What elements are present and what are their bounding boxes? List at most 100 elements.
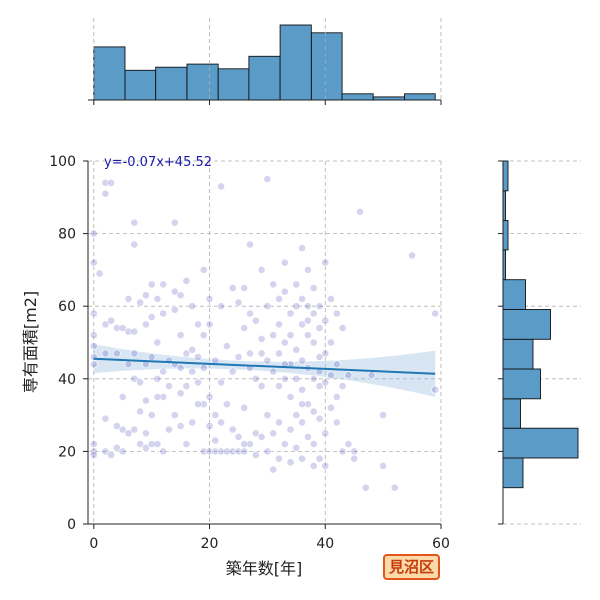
right-histogram-bar bbox=[502, 427, 579, 459]
scatter-point bbox=[338, 382, 347, 390]
x-tick-label: 60 bbox=[432, 536, 450, 552]
scatter-point bbox=[176, 389, 185, 398]
scatter-point bbox=[367, 371, 376, 380]
scatter-point bbox=[431, 385, 440, 394]
scatter-point bbox=[292, 345, 301, 354]
scatter-point bbox=[257, 265, 266, 274]
scatter-points bbox=[89, 175, 440, 492]
scatter-point bbox=[257, 382, 266, 390]
scatter-point bbox=[217, 378, 225, 387]
right-histogram-bar bbox=[502, 457, 524, 489]
scatter-point bbox=[315, 324, 324, 332]
scatter-point bbox=[159, 392, 168, 401]
regression-line bbox=[93, 357, 436, 375]
right-histogram-bar bbox=[502, 160, 509, 192]
scatter-point bbox=[309, 374, 318, 383]
scatter-point bbox=[263, 447, 272, 456]
scatter-point bbox=[275, 349, 283, 358]
scatter-point bbox=[286, 331, 295, 340]
scatter-point bbox=[275, 454, 283, 463]
scatter-point bbox=[298, 454, 306, 463]
scatter-point bbox=[280, 338, 289, 347]
scatter-point bbox=[188, 302, 197, 311]
top-histogram-bar bbox=[279, 24, 312, 101]
y-tick-label: 60 bbox=[58, 299, 76, 315]
y-tick-label: 20 bbox=[58, 444, 76, 460]
scatter-point bbox=[199, 363, 208, 372]
scatter-point bbox=[217, 182, 225, 191]
scatter-point bbox=[263, 356, 272, 365]
scatter-point bbox=[286, 309, 295, 318]
scatter-point bbox=[199, 331, 208, 340]
scatter-point bbox=[309, 461, 318, 470]
scatter-point bbox=[130, 327, 139, 336]
scatter-point bbox=[222, 447, 231, 456]
scatter-point bbox=[275, 294, 283, 303]
scatter-point bbox=[107, 451, 115, 459]
scatter-point bbox=[124, 429, 133, 438]
scatter-point bbox=[309, 338, 318, 347]
scatter-point bbox=[292, 443, 301, 452]
scatter-point bbox=[228, 447, 237, 456]
scatter-point bbox=[303, 400, 312, 409]
scatter-point bbox=[153, 338, 162, 347]
scatter-point bbox=[188, 418, 197, 427]
scatter-point bbox=[303, 265, 312, 274]
scatter-point bbox=[147, 440, 156, 448]
scatter-point bbox=[113, 443, 121, 452]
scatter-point bbox=[280, 374, 289, 383]
scatter-point bbox=[147, 353, 156, 361]
scatter-point bbox=[321, 316, 330, 325]
y-tick-label: 80 bbox=[58, 227, 76, 243]
top-histogram-bar bbox=[155, 66, 188, 101]
scatter-point bbox=[303, 331, 312, 340]
scatter-point bbox=[234, 298, 243, 307]
scatter-point bbox=[170, 411, 179, 419]
scatter-point bbox=[124, 327, 133, 336]
scatter-point bbox=[234, 447, 243, 456]
scatter-point bbox=[101, 414, 110, 423]
scatter-point bbox=[240, 447, 249, 456]
scatter-point bbox=[246, 240, 254, 249]
scatter-point bbox=[194, 400, 202, 409]
scatter-point bbox=[338, 324, 347, 332]
scatter-point bbox=[234, 353, 243, 361]
scatter-point bbox=[217, 302, 225, 311]
right-histogram-bar bbox=[502, 398, 521, 429]
scatter-point bbox=[176, 363, 185, 372]
scatter-point bbox=[234, 432, 243, 441]
top-histogram-bar bbox=[186, 63, 219, 101]
scatter-point bbox=[269, 367, 278, 376]
scatter-point bbox=[147, 313, 156, 321]
regression-line-path bbox=[93, 357, 436, 375]
scatter-point bbox=[188, 367, 197, 376]
scatter-point bbox=[130, 218, 139, 227]
top-histogram-bar bbox=[341, 93, 374, 101]
scatter-point bbox=[222, 342, 231, 350]
scatter-point bbox=[159, 309, 168, 318]
scatter-point bbox=[217, 447, 225, 456]
scatter-point bbox=[153, 440, 162, 448]
scatter-point bbox=[170, 287, 179, 296]
scatter-point bbox=[118, 324, 127, 332]
scatter-point bbox=[275, 418, 283, 427]
scatter-point bbox=[251, 429, 260, 438]
scatter-point bbox=[113, 349, 121, 358]
scatter-point bbox=[298, 294, 306, 303]
x-tick-label: 0 bbox=[89, 536, 98, 552]
scatter-point bbox=[344, 371, 353, 380]
scatter-point bbox=[147, 411, 156, 419]
main-grid bbox=[88, 160, 442, 525]
scatter-point bbox=[327, 338, 335, 347]
scatter-point bbox=[269, 465, 278, 474]
scatter-point bbox=[350, 454, 359, 463]
scatter-point bbox=[315, 382, 324, 390]
scatter-point bbox=[332, 392, 341, 401]
confidence-band-area bbox=[93, 344, 436, 397]
top-histogram bbox=[88, 18, 442, 105]
scatter-point bbox=[390, 483, 399, 492]
scatter-point bbox=[298, 320, 306, 329]
scatter-point bbox=[124, 294, 133, 303]
scatter-point bbox=[136, 440, 144, 448]
